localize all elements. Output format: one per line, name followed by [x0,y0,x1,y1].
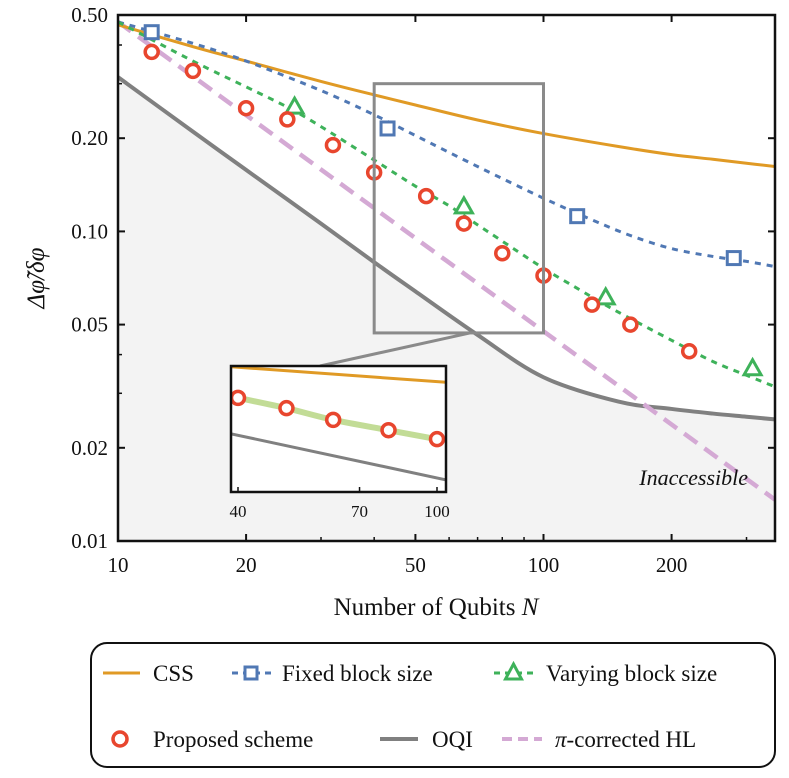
axis-ticks: 10 20 50 100 200 0.50 0.20 0.10 0.05 0.02 0.01 [71,3,775,577]
x-tick-label: 200 [656,553,688,577]
proposed-scheme-marker [237,99,255,117]
varying-block-marker [283,95,306,115]
plot-frame [116,13,777,543]
zoom-box [372,82,545,335]
legend: CSS Fixed block size Varying block size … [90,642,776,768]
y-tick-label: 0.10 [71,219,108,243]
x-tick-label: 100 [528,553,560,577]
y-tick-label: 0.50 [71,3,108,27]
series-line-hl [118,20,775,502]
inset-x-tick-label: 70 [351,502,368,521]
proposed-scheme-marker [455,215,473,232]
series-line-fixed_curve [118,20,775,269]
inset-zoom: 40 70 100 [229,364,450,521]
series-lines [118,20,775,502]
fixed-block-marker [379,120,396,137]
legend-fixed-marker [243,665,259,681]
x-tick-label: 20 [236,553,257,577]
x-tick-label: 10 [108,553,129,577]
proposed-scheme-marker [143,43,160,61]
legend-proposed-label: Proposed scheme [153,727,313,752]
series-line-varying_curve [118,20,775,389]
series-markers [143,24,764,377]
proposed-scheme-marker [324,136,342,154]
y-tick-label: 0.20 [71,126,108,150]
proposed-scheme-marker [279,111,296,128]
zoom-connector [319,331,471,368]
y-tick-label: 0.01 [71,529,108,553]
legend-oqi-label: OQI [432,727,473,752]
inset-proposed-marker [324,411,342,429]
legend-fixed-label: Fixed block size [282,661,433,686]
inset-proposed-marker [380,421,397,439]
proposed-scheme-marker [583,296,601,313]
varying-block-marker [594,285,617,306]
inset-proposed-marker [231,389,247,407]
fixed-block-marker [725,250,742,267]
proposed-scheme-marker [622,316,639,333]
proposed-scheme-marker [494,245,511,262]
inset-proposed-marker [428,430,446,448]
legend-hl-pi: π [555,727,568,752]
y-axis-title: Δφ̃/δφ [23,247,50,309]
series-line-oqi [118,75,775,422]
legend-hl-label: π-corrected HL [555,727,696,752]
inset-x-tick-label: 40 [230,502,247,521]
y-tick-label: 0.02 [71,436,108,460]
x-axis-title-var: N [521,594,540,621]
x-axis-title-text: Number of Qubits [334,594,522,621]
inset-frame [229,364,448,494]
fixed-block-marker [569,208,586,225]
inaccessible-label: Inaccessible [638,465,748,490]
proposed-scheme-marker [184,62,202,80]
inset-css-line [231,366,446,384]
legend-hl-rest: -corrected HL [567,727,697,752]
inset-proposed-marker [278,399,295,417]
x-tick-label: 50 [405,553,426,577]
y-tick-label: 0.05 [71,313,108,337]
legend-varying-label: Varying block size [546,661,717,686]
inset-oqi-line [231,432,446,482]
legend-css-label: CSS [153,661,194,686]
varying-block-marker [741,356,764,377]
fixed-block-marker [143,24,160,41]
legend-varying-marker [503,660,524,681]
x-axis-title: Number of Qubits N [334,594,540,621]
inset-x-tick-label: 100 [424,502,450,521]
legend-proposed-marker [111,730,129,748]
zoom-indicator [319,82,545,368]
proposed-scheme-marker [680,343,698,360]
legend-box [90,642,776,768]
proposed-scheme-marker [417,187,435,205]
varying-block-marker [452,194,475,215]
